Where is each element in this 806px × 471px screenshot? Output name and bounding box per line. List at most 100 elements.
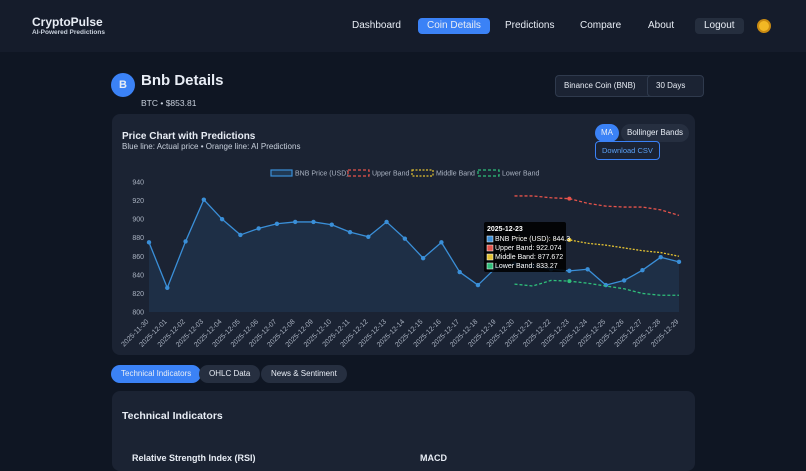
price-point <box>329 222 334 227</box>
ma-button[interactable]: MA <box>595 124 619 142</box>
section-title: Technical Indicators <box>122 410 223 422</box>
coin-subtitle: BTC • $853.81 <box>141 98 197 108</box>
tooltip-sep: : <box>532 245 536 252</box>
tooltip-swatch <box>486 244 494 252</box>
tooltip-series-name: Lower Band <box>495 263 532 270</box>
tooltip-box <box>484 222 566 272</box>
tooltip-series-name: Middle Band <box>495 254 534 261</box>
y-tick-label: 860 <box>132 254 144 261</box>
band-line <box>514 195 680 217</box>
price-point <box>439 240 444 245</box>
nav-link[interactable]: Predictions <box>505 20 555 31</box>
price-point <box>183 239 188 244</box>
price-area <box>149 199 679 312</box>
price-point <box>146 240 152 245</box>
indicator-title: MACD <box>420 453 447 463</box>
price-point <box>219 216 225 222</box>
chart-subtitle: Blue line: Actual price • Orange line: A… <box>122 142 301 151</box>
coin-title: Bnb Details <box>141 72 224 89</box>
band-line <box>514 279 679 296</box>
band-point <box>567 237 572 242</box>
legend-label: BNB Price (USD) <box>295 171 349 178</box>
tooltip-row: Middle Band: 877.672 <box>495 254 563 261</box>
bollinger-button[interactable]: Bollinger Bands <box>621 124 690 142</box>
tooltip-series-name: Upper Band <box>495 245 532 252</box>
y-tick-label: 840 <box>132 272 144 279</box>
tab[interactable]: News & Sentiment <box>261 365 347 383</box>
indicator-title: Relative Strength Index (RSI) <box>132 453 256 463</box>
price-point <box>347 229 353 235</box>
price-point <box>311 219 316 225</box>
brand[interactable]: CryptoPulse <box>32 15 103 29</box>
price-point <box>658 255 663 260</box>
legend-swatch <box>477 169 500 177</box>
theme-toggle[interactable] <box>759 21 769 31</box>
y-tick-label: 880 <box>132 235 144 242</box>
nav-link[interactable]: Coin Details <box>418 18 490 34</box>
price-line <box>148 198 680 289</box>
price-point <box>457 269 462 275</box>
tooltip: 2025-12-23 BNB Price (USD): 844.3 Upper Ba… <box>484 222 570 272</box>
legend-swatch <box>411 169 434 177</box>
legend-label: Upper Band <box>372 171 409 178</box>
price-point <box>420 255 426 261</box>
nav-link[interactable]: Compare <box>580 20 622 31</box>
price-point <box>640 268 645 273</box>
price-point <box>475 282 481 288</box>
legend-label: Lower Band <box>502 171 539 178</box>
tooltip-series-name: BNB Price (USD) <box>495 236 549 243</box>
nav-link[interactable]: Dashboard <box>352 20 401 31</box>
price-point <box>621 278 627 283</box>
price-point <box>256 226 261 231</box>
tooltip-sep: : <box>532 263 536 270</box>
y-tick-label: 920 <box>132 198 144 205</box>
tab[interactable]: OHLC Data <box>199 365 261 383</box>
price-point <box>165 285 170 291</box>
price-point <box>366 234 371 239</box>
price-point <box>402 236 408 241</box>
legend-label: Middle Band <box>436 171 475 178</box>
tooltip-sep: : <box>549 236 553 243</box>
tooltip-swatch <box>486 253 494 261</box>
y-tick-label: 940 <box>132 180 144 187</box>
tooltip-row: Upper Band: 922.074 <box>495 245 562 252</box>
tooltip-value: 922.074 <box>536 245 561 252</box>
tooltip-value: 877.672 <box>538 254 563 261</box>
chart-title: Price Chart with Predictions <box>122 131 256 142</box>
nav-link[interactable]: About <box>648 20 675 31</box>
legend-swatch <box>347 169 370 177</box>
logout-button[interactable]: Logout <box>695 18 744 34</box>
header: CryptoPulse AI-Powered Predictions Dashb… <box>0 0 806 52</box>
price-point <box>567 268 572 274</box>
y-tick-label: 820 <box>132 291 144 298</box>
coin-select[interactable]: Binance Coin (BNB) <box>555 75 655 97</box>
indicators-card: Technical Indicators Relative Strength I… <box>112 391 695 471</box>
price-point <box>384 219 389 225</box>
price-point <box>293 219 298 225</box>
tooltip-value: 833.27 <box>536 263 558 270</box>
band-point <box>567 196 572 201</box>
price-point <box>201 197 207 202</box>
tooltip-swatch <box>486 262 494 270</box>
price-point <box>676 259 682 265</box>
tooltip-swatch <box>486 235 494 243</box>
tooltip-row: BNB Price (USD): 844.3 <box>495 236 570 243</box>
tooltip-row: Lower Band: 833.27 <box>495 263 558 270</box>
chart: 8008208408608809009209402025-11-302025-1… <box>121 169 682 349</box>
tooltip-sep: : <box>534 254 538 261</box>
tooltip-title: 2025-12-23 <box>487 226 523 233</box>
band-line <box>514 237 680 257</box>
tab[interactable]: Technical Indicators <box>111 365 202 383</box>
tooltip-value: 844.3 <box>553 236 571 243</box>
price-point <box>274 221 280 226</box>
price-point <box>238 232 243 238</box>
chart-card: Price Chart with Predictions Blue line: … <box>112 114 695 355</box>
y-tick-label: 800 <box>132 310 144 317</box>
legend-swatch <box>270 169 293 177</box>
price-point <box>585 267 590 272</box>
y-tick-label: 900 <box>132 217 144 224</box>
download-button[interactable]: Download CSV <box>595 141 660 160</box>
range-select[interactable]: 30 Days <box>647 75 705 97</box>
coin-avatar: B <box>111 73 135 97</box>
